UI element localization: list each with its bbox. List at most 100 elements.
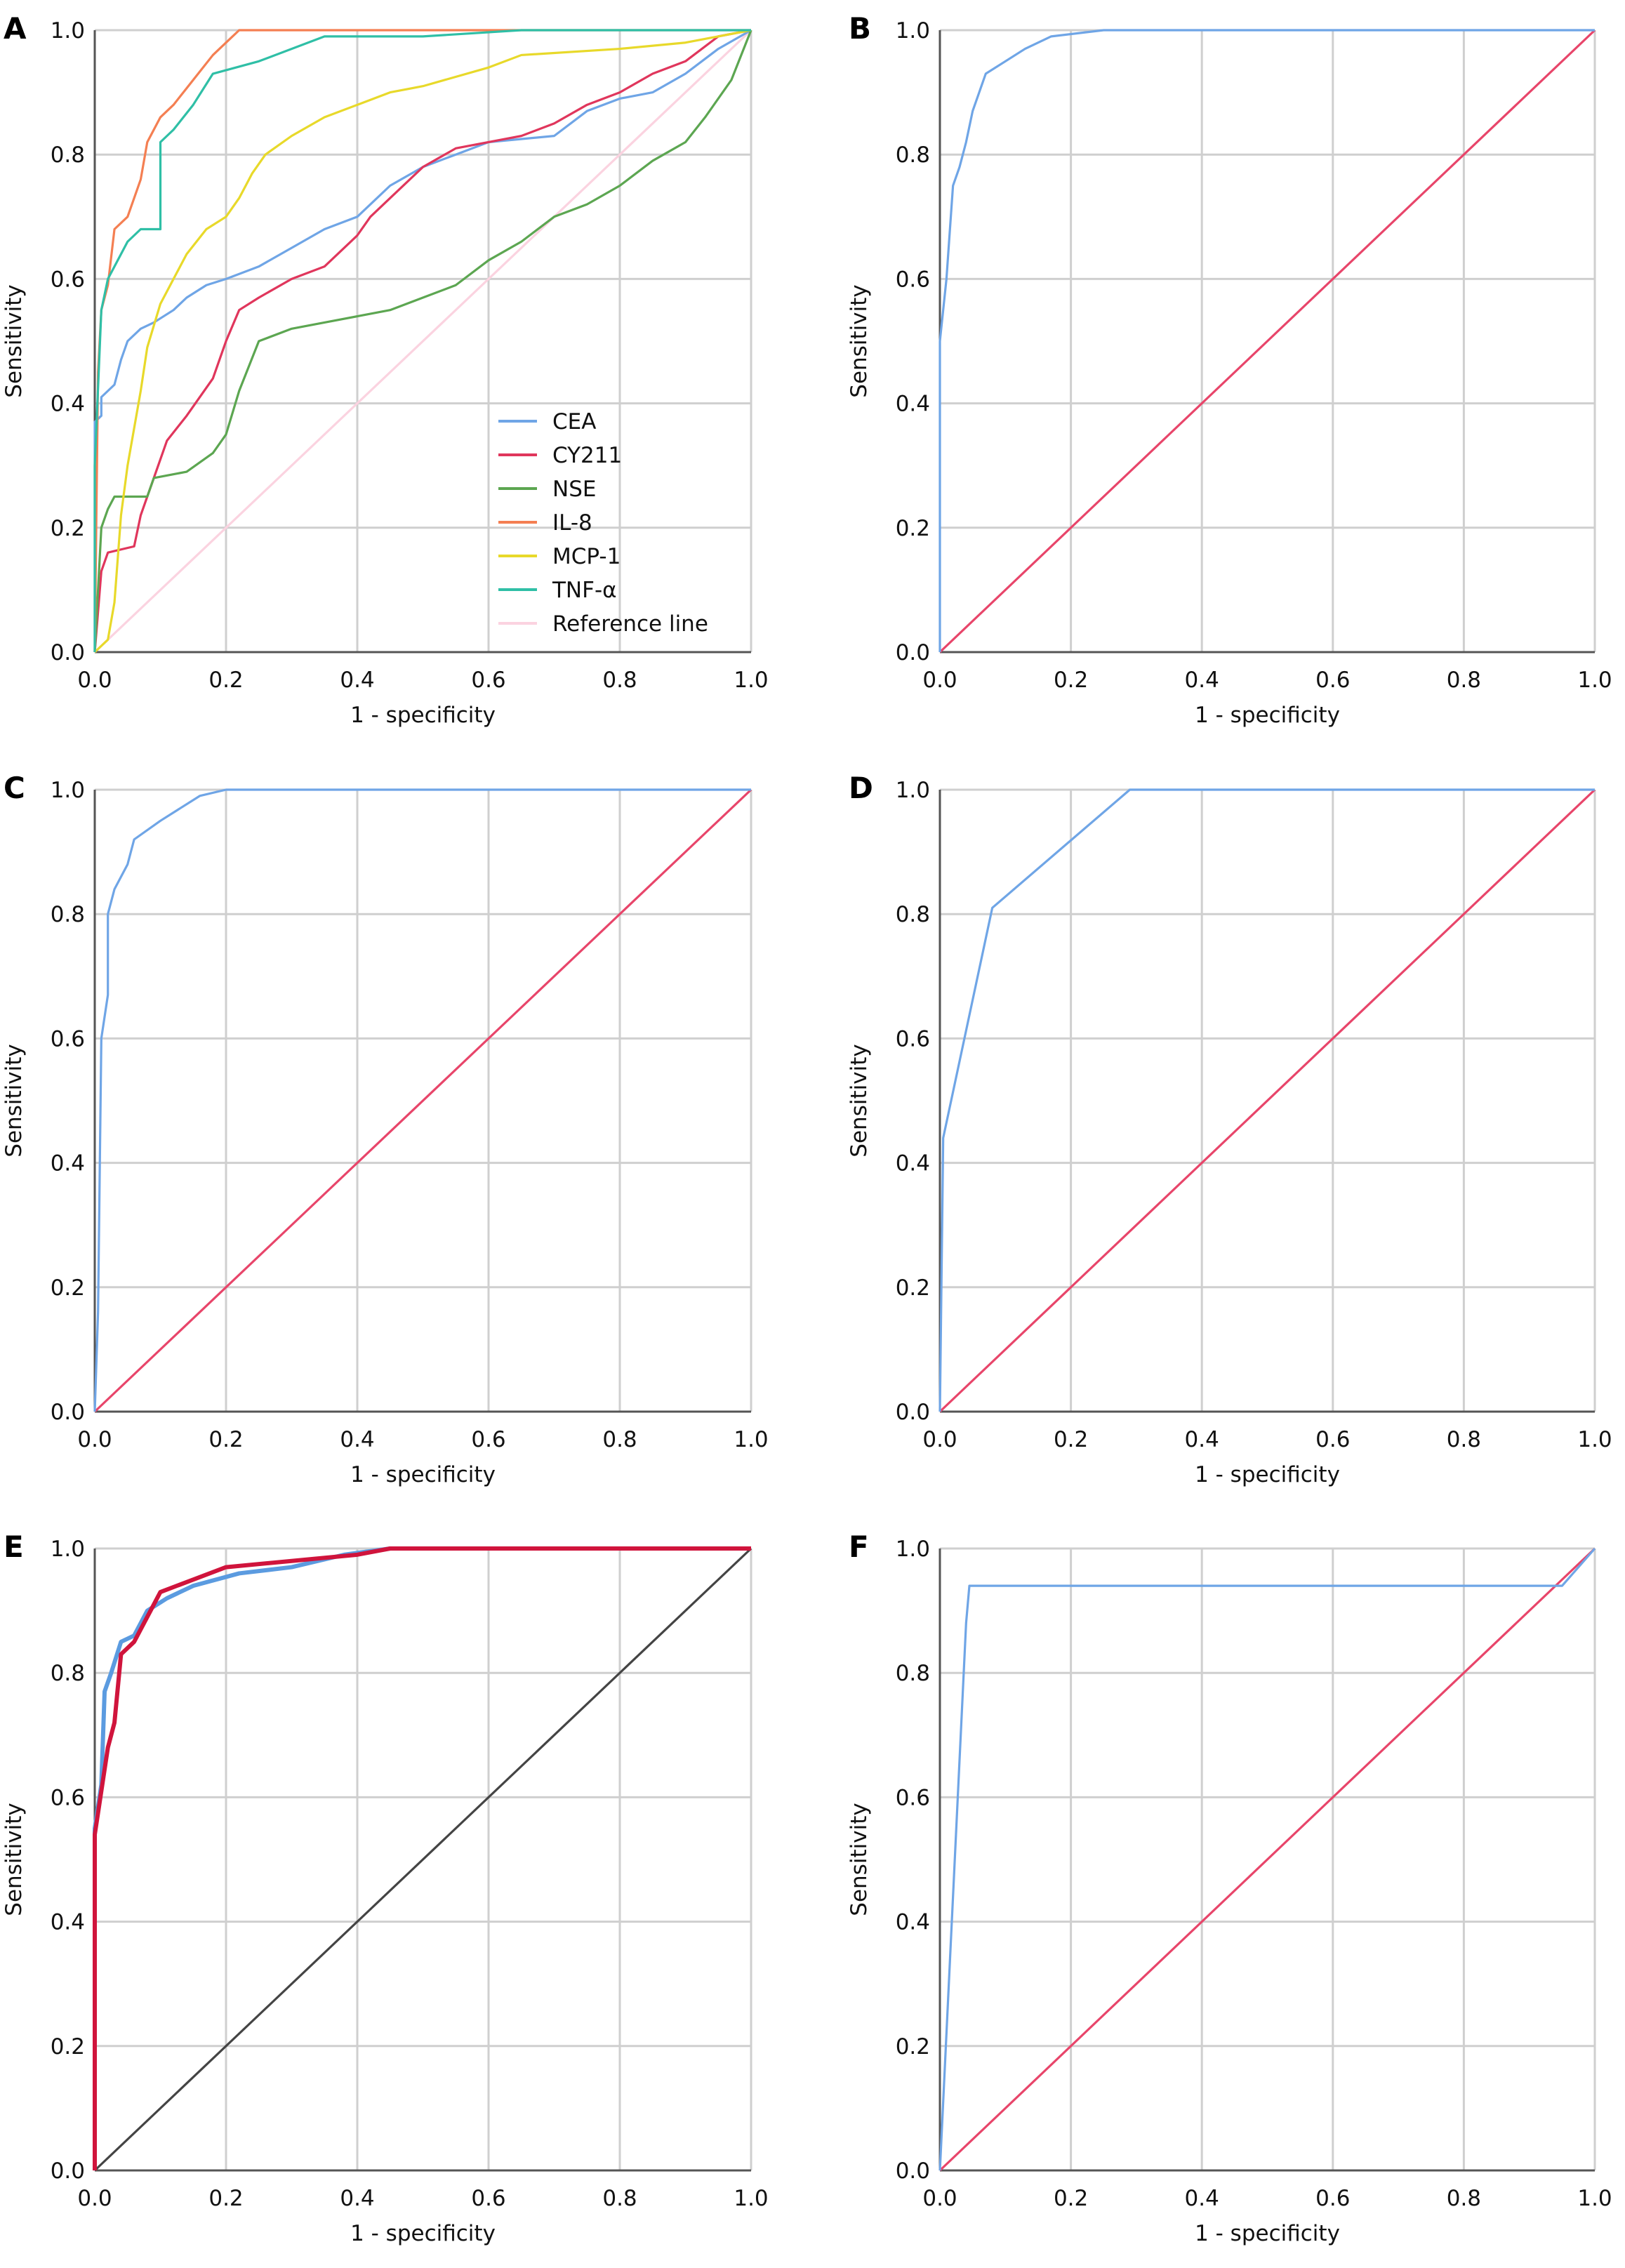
x-tick-label: 0.8	[1447, 2186, 1481, 2211]
y-tick-label: 1.0	[51, 1537, 85, 1562]
x-tick-label: 0.4	[340, 668, 374, 693]
legend-label: MCP-1	[552, 544, 621, 569]
panel-letter: D	[849, 771, 873, 805]
panel-f: 0.0 0.2 0.4 0.6 0.8 1.0 0.0 0.2 0.4 0.6 0.8 1.0 1 - …	[847, 1530, 1612, 2246]
series-line-tnf-	[93, 29, 751, 652]
x-tick-label: 0.4	[340, 2186, 374, 2211]
x-tick-label: 0.6	[1315, 1427, 1350, 1452]
x-tick-label: 0.2	[1054, 668, 1088, 693]
y-tick-label: 0.6	[896, 1785, 930, 1810]
y-tick-label: 1.0	[896, 778, 930, 803]
x-tick-label: 0.4	[1185, 2186, 1219, 2211]
x-tick-label: 0.2	[208, 668, 243, 693]
y-tick-label: 0.8	[51, 1661, 85, 1686]
y-axis-label: Sensitivity	[1, 1044, 27, 1157]
x-tick-label: 0.0	[922, 668, 957, 693]
y-tick-label: 0.4	[896, 1910, 930, 1935]
y-tick-label: 0.0	[896, 1400, 930, 1425]
series-line-reference-line	[93, 29, 752, 654]
y-tick-label: 0.0	[51, 2158, 85, 2184]
x-tick-label: 1.0	[1577, 2186, 1612, 2211]
x-tick-label: 0.4	[1185, 668, 1219, 693]
legend-label: NSE	[552, 477, 596, 502]
x-tick-label: 0.2	[208, 1427, 243, 1452]
series-line-1	[938, 29, 1596, 654]
series-line-2	[93, 1547, 752, 2172]
x-tick-label: 0.2	[208, 2186, 243, 2211]
y-tick-label: 0.6	[51, 1785, 85, 1810]
panel-letter: A	[4, 11, 27, 46]
y-tick-label: 0.8	[51, 902, 85, 927]
series-line-1	[93, 1546, 751, 2170]
x-tick-label: 0.8	[1447, 668, 1481, 693]
y-tick-label: 0.0	[896, 2158, 930, 2184]
x-tick-label: 0.8	[1447, 1427, 1481, 1452]
series-line-0	[938, 29, 1595, 652]
y-tick-label: 0.6	[896, 267, 930, 292]
x-tick-label: 1.0	[734, 2186, 768, 2211]
x-tick-label: 0.4	[1185, 1427, 1219, 1452]
y-tick-label: 0.2	[896, 516, 930, 541]
y-tick-label: 0.0	[51, 1400, 85, 1425]
panel-a: 0.0 0.2 0.4 0.6 0.8 1.0 0.0 0.2 0.4 0.6 0.8 1.0 1 - …	[1, 11, 769, 728]
x-tick-label: 0.8	[602, 2186, 637, 2211]
y-tick-label: 1.0	[896, 18, 930, 44]
x-tick-label: 0.2	[1054, 1427, 1088, 1452]
panel-letter: C	[4, 771, 25, 805]
x-tick-label: 0.6	[1315, 668, 1350, 693]
x-tick-label: 0.2	[1054, 2186, 1088, 2211]
x-tick-label: 0.4	[340, 1427, 374, 1452]
x-tick-label: 0.0	[77, 1427, 112, 1452]
y-tick-label: 1.0	[896, 1537, 930, 1562]
panel-d: 0.0 0.2 0.4 0.6 0.8 1.0 0.0 0.2 0.4 0.6 0.8 1.0 1 - …	[847, 771, 1612, 1487]
x-axis-label: 1 - specificity	[1195, 1462, 1340, 1487]
y-tick-label: 1.0	[51, 18, 85, 44]
y-axis-label: Sensitivity	[847, 1803, 872, 1916]
x-axis-label: 1 - specificity	[350, 2221, 496, 2246]
legend-label: CY211	[552, 443, 622, 468]
series-line-nse	[93, 29, 752, 653]
y-tick-label: 1.0	[51, 778, 85, 803]
y-tick-label: 0.2	[51, 516, 85, 541]
x-tick-label: 0.8	[602, 668, 637, 693]
series-line-0	[93, 788, 751, 1412]
series-line-1	[93, 788, 752, 1413]
y-tick-label: 0.8	[51, 142, 85, 168]
x-tick-label: 1.0	[734, 1427, 768, 1452]
x-tick-label: 0.6	[471, 668, 505, 693]
y-tick-label: 0.0	[51, 640, 85, 665]
y-tick-label: 0.4	[51, 1151, 85, 1176]
y-axis-label: Sensitivity	[1, 284, 27, 397]
y-tick-label: 0.2	[896, 1275, 930, 1301]
x-tick-label: 0.0	[77, 668, 112, 693]
y-axis-label: Sensitivity	[1, 1803, 27, 1916]
x-axis-label: 1 - specificity	[1195, 2221, 1340, 2246]
x-tick-label: 1.0	[1577, 668, 1612, 693]
series-line-mcp-1	[93, 29, 752, 654]
x-tick-label: 0.8	[602, 1427, 637, 1452]
x-tick-label: 0.6	[1315, 2186, 1350, 2211]
x-tick-label: 1.0	[1577, 1427, 1612, 1452]
y-tick-label: 0.8	[896, 1661, 930, 1686]
y-tick-label: 0.4	[51, 392, 85, 417]
x-axis-label: 1 - specificity	[1195, 703, 1340, 728]
panel-letter: F	[849, 1530, 869, 1564]
series-line-0	[938, 1547, 1596, 2171]
panel-b: 0.0 0.2 0.4 0.6 0.8 1.0 0.0 0.2 0.4 0.6 0.8 1.0 1 - …	[847, 11, 1612, 728]
x-tick-label: 0.6	[471, 1427, 505, 1452]
panel-letter: B	[849, 11, 871, 46]
y-tick-label: 0.4	[51, 1910, 85, 1935]
panel-letter: E	[4, 1530, 24, 1564]
y-tick-label: 0.6	[51, 267, 85, 292]
y-tick-label: 0.2	[896, 2034, 930, 2060]
legend-label: TNF-α	[552, 578, 617, 603]
y-axis-label: Sensitivity	[847, 284, 872, 397]
y-tick-label: 0.2	[51, 2034, 85, 2060]
y-tick-label: 0.4	[896, 1151, 930, 1176]
legend: CEA CY211 NSE IL-8 MCP-1 TNF-α Reference line	[498, 409, 708, 637]
x-axis-label: 1 - specificity	[350, 1462, 496, 1487]
series-line-1	[938, 1547, 1596, 2172]
y-tick-label: 0.8	[896, 902, 930, 927]
series-line-cea	[93, 29, 752, 652]
